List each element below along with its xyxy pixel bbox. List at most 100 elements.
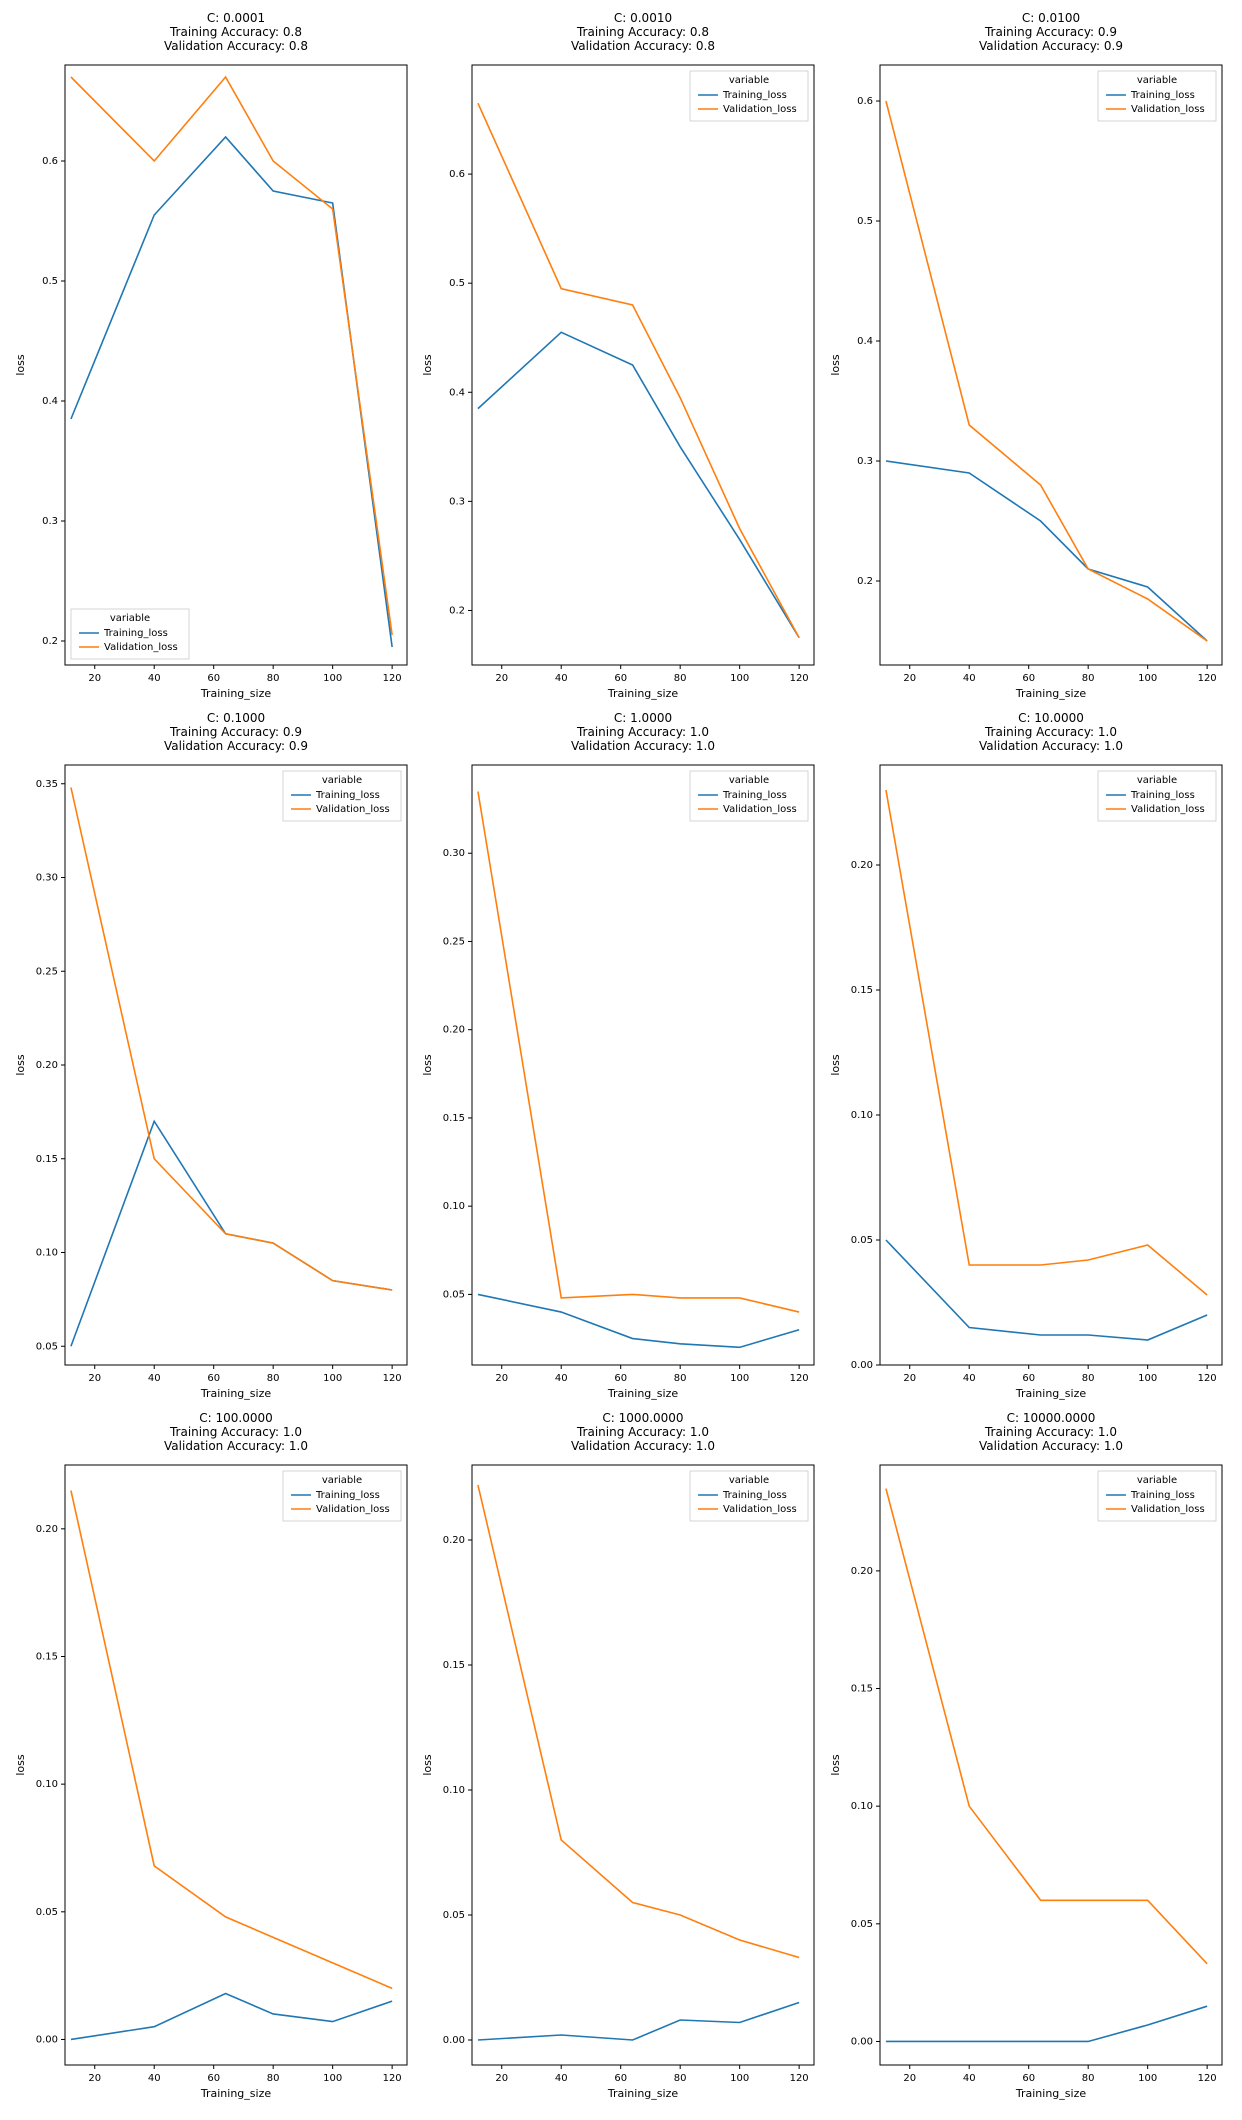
y-tick-label: 0.05 (36, 1341, 58, 1352)
y-tick-label: 0.00 (443, 2035, 465, 2046)
y-tick-label: 0.4 (857, 336, 873, 347)
y-tick-label: 0.05 (443, 1910, 465, 1921)
x-tick-label: 100 (731, 673, 750, 684)
legend-title: variable (1137, 1475, 1177, 1486)
axes-frame (880, 1465, 1222, 2065)
panel-title-line: C: 0.0001 (207, 11, 265, 25)
x-tick-label: 60 (1022, 1373, 1035, 1384)
y-tick-label: 0.15 (443, 1113, 465, 1124)
chart-svg: C: 1000.0000Training Accuracy: 1.0Valida… (417, 1410, 824, 2110)
y-tick-label: 0.20 (36, 1524, 58, 1535)
panel-title-line: Training Accuracy: 1.0 (576, 1425, 709, 1439)
panel-title-line: Training Accuracy: 0.9 (984, 25, 1117, 39)
legend-item-label: Training_loss (1130, 90, 1195, 101)
y-tick-label: 0.5 (857, 216, 873, 227)
legend-item-label: Training_loss (315, 1490, 380, 1501)
y-axis-label: loss (829, 1054, 842, 1076)
y-tick-label: 0.10 (36, 1779, 58, 1790)
legend-item-label: Training_loss (315, 790, 380, 801)
axes-frame (65, 1465, 407, 2065)
y-tick-label: 0.10 (851, 1801, 873, 1812)
y-tick-label: 0.15 (851, 985, 873, 996)
legend: variableTraining_lossValidation_loss (690, 1471, 808, 1521)
series-training_loss (886, 461, 1207, 641)
x-tick-label: 100 (731, 1373, 750, 1384)
panel-title-line: Training Accuracy: 1.0 (169, 1425, 302, 1439)
legend: variableTraining_lossValidation_loss (1098, 771, 1216, 821)
legend: variableTraining_lossValidation_loss (690, 71, 808, 121)
y-tick-label: 0.05 (851, 1235, 873, 1246)
chart-svg: C: 0.1000Training Accuracy: 0.9Validatio… (10, 710, 417, 1410)
x-tick-label: 120 (1197, 1373, 1216, 1384)
legend-title: variable (729, 75, 769, 86)
x-axis-label: Training_size (1015, 2087, 1086, 2100)
chart-svg: C: 100.0000Training Accuracy: 1.0Validat… (10, 1410, 417, 2110)
panel-title-line: Validation Accuracy: 0.8 (164, 39, 308, 53)
chart-svg: C: 10.0000Training Accuracy: 1.0Validati… (825, 710, 1232, 1410)
x-tick-label: 100 (1138, 673, 1157, 684)
axes-frame (472, 1465, 814, 2065)
y-tick-label: 0.35 (36, 779, 58, 790)
legend-title: variable (1137, 75, 1177, 86)
y-tick-label: 0.00 (851, 2036, 873, 2047)
x-tick-label: 60 (615, 2073, 628, 2084)
x-tick-label: 20 (496, 673, 509, 684)
x-tick-label: 20 (903, 673, 916, 684)
series-training_loss (886, 2006, 1207, 2041)
panel-title-line: Validation Accuracy: 1.0 (572, 1439, 716, 1453)
series-validation_loss (886, 790, 1207, 1295)
y-tick-label: 0.05 (443, 1289, 465, 1300)
chart-svg: C: 0.0001Training Accuracy: 0.8Validatio… (10, 10, 417, 710)
x-tick-label: 60 (1022, 2073, 1035, 2084)
x-tick-label: 80 (674, 1373, 687, 1384)
x-tick-label: 120 (383, 1373, 402, 1384)
legend-title: variable (322, 775, 362, 786)
panel-title-line: Validation Accuracy: 1.0 (164, 1439, 308, 1453)
y-axis-label: loss (14, 1054, 27, 1076)
legend-item-label: Training_loss (1130, 1490, 1195, 1501)
x-tick-label: 100 (323, 1373, 342, 1384)
axes-frame (880, 65, 1222, 665)
x-tick-label: 80 (267, 673, 280, 684)
x-tick-label: 20 (903, 2073, 916, 2084)
y-tick-label: 0.00 (36, 2034, 58, 2045)
legend-item-label: Training_loss (722, 1490, 787, 1501)
x-tick-label: 60 (615, 673, 628, 684)
legend-item-label: Training_loss (722, 790, 787, 801)
panel-title-line: Validation Accuracy: 1.0 (979, 1439, 1123, 1453)
panel-title-line: C: 10000.0000 (1006, 1411, 1095, 1425)
x-tick-label: 60 (615, 1373, 628, 1384)
chart-svg: C: 0.0100Training Accuracy: 0.9 Validatio… (825, 10, 1232, 710)
legend-title: variable (1137, 775, 1177, 786)
x-tick-label: 100 (323, 673, 342, 684)
y-axis-label: loss (14, 1754, 27, 1776)
panel-title-line: C: 0.0100 (1022, 11, 1080, 25)
series-training_loss (71, 137, 392, 647)
x-tick-label: 20 (89, 1373, 102, 1384)
legend-item-label: Training_loss (103, 628, 168, 639)
x-tick-label: 40 (555, 2073, 568, 2084)
x-tick-label: 60 (1022, 673, 1035, 684)
legend-item-label: Validation_loss (1131, 1504, 1205, 1515)
y-axis-label: loss (421, 354, 434, 376)
x-tick-label: 40 (963, 673, 976, 684)
y-tick-label: 0.3 (857, 456, 873, 467)
panel-title-line: Validation Accuracy: 1.0 (572, 739, 716, 753)
y-tick-label: 0.10 (851, 1110, 873, 1121)
x-axis-label: Training_size (200, 687, 271, 700)
y-tick-label: 0.3 (42, 516, 58, 527)
panel-title-line: Training Accuracy: 1.0 (984, 725, 1117, 739)
y-tick-label: 0.10 (443, 1201, 465, 1212)
legend-item-label: Validation_loss (723, 104, 797, 115)
x-tick-label: 80 (1082, 673, 1095, 684)
x-tick-label: 120 (383, 2073, 402, 2084)
x-tick-label: 80 (674, 673, 687, 684)
legend-item-label: Validation_loss (1131, 104, 1205, 115)
x-tick-label: 60 (207, 1373, 220, 1384)
series-training_loss (478, 2003, 799, 2041)
chart-svg: C: 0.0010Training Accuracy: 0.8Validatio… (417, 10, 824, 710)
y-tick-label: 0.5 (42, 276, 58, 287)
x-tick-label: 40 (963, 2073, 976, 2084)
y-axis-label: loss (421, 1054, 434, 1076)
x-tick-label: 120 (790, 1373, 809, 1384)
